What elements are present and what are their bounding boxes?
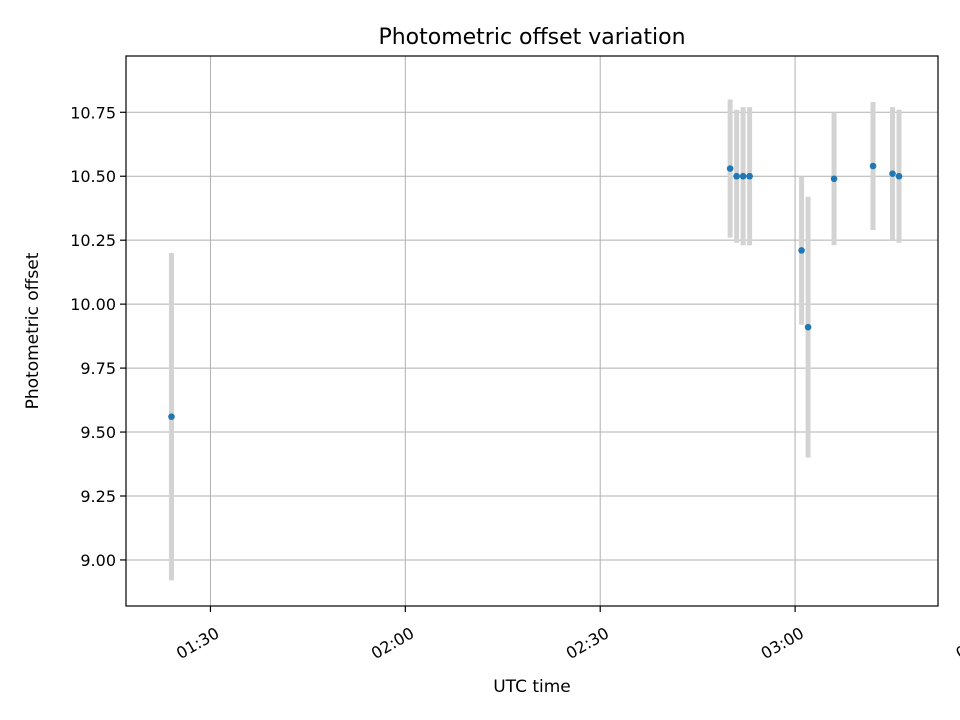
data-point [798, 247, 805, 254]
axes-frame [125, 55, 939, 607]
error-bars [168, 99, 902, 581]
data-point [889, 170, 896, 177]
y-tick-label: 10.75 [70, 103, 116, 122]
y-tick-label: 9.75 [80, 359, 116, 378]
y-tick-label: 9.25 [80, 487, 116, 506]
y-tick-label: 10.50 [70, 167, 116, 186]
y-tick-label: 10.00 [70, 295, 116, 314]
y-axis-ticks: 9.00 9.25 9.50 9.75 10.00 10.25 10.50 10.75 [70, 103, 126, 570]
y-tick-label: 9.50 [80, 423, 116, 442]
data-point [726, 165, 734, 172]
x-tick-label: 02:30 [563, 623, 612, 663]
chart-title: Photometric offset variation [378, 25, 685, 50]
data-point [168, 413, 175, 420]
x-tick-label: 03:00 [758, 623, 807, 663]
x-tick-label: 03:30 [953, 623, 960, 663]
y-axis-label: Photometric offset [23, 252, 43, 409]
data-point [830, 175, 838, 183]
data-point [869, 162, 877, 170]
x-axis-label: UTC time [493, 677, 571, 697]
data-point [739, 172, 747, 180]
data-points [168, 162, 903, 420]
data-point [895, 172, 903, 180]
data-point [746, 172, 753, 180]
x-tick-label: 01:30 [173, 623, 222, 663]
data-point [804, 323, 812, 331]
y-tick-label: 10.25 [70, 231, 116, 250]
x-tick-label: 02:00 [368, 623, 417, 663]
y-tick-label: 9.00 [80, 551, 116, 570]
data-point [733, 172, 740, 180]
